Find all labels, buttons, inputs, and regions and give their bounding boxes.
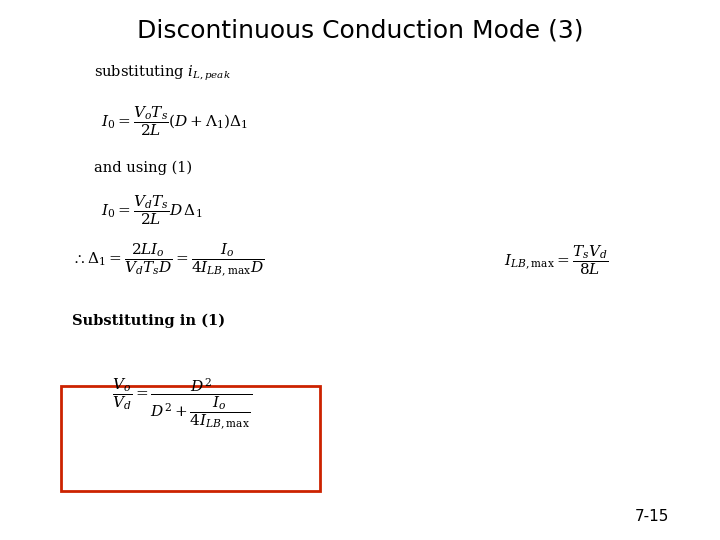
- Text: $I_0 = \dfrac{V_o T_s}{2L}(D + \Lambda_1)\Delta_1$: $I_0 = \dfrac{V_o T_s}{2L}(D + \Lambda_1…: [101, 105, 248, 138]
- Text: and using (1): and using (1): [94, 160, 192, 174]
- Text: $I_{LB,\max} = \dfrac{T_s V_d}{8L}$: $I_{LB,\max} = \dfrac{T_s V_d}{8L}$: [504, 244, 608, 277]
- Text: substituting $i_{L,peak}$: substituting $i_{L,peak}$: [94, 63, 230, 83]
- Text: 7-15: 7-15: [635, 509, 670, 524]
- Text: $I_0 = \dfrac{V_d T_s}{2L} D \, \Delta_1$: $I_0 = \dfrac{V_d T_s}{2L} D \, \Delta_1…: [101, 194, 202, 227]
- Bar: [61, 386, 320, 491]
- Text: Discontinuous Conduction Mode (3): Discontinuous Conduction Mode (3): [137, 19, 583, 43]
- Text: $\therefore \Delta_1 = \dfrac{2LI_o}{V_d T_s D} = \dfrac{I_o}{4I_{LB,\max}D}$: $\therefore \Delta_1 = \dfrac{2LI_o}{V_d…: [72, 241, 264, 279]
- Text: $\dfrac{V_o}{V_d} = \dfrac{D^2}{D^2 + \dfrac{I_o}{4I_{LB,\max}}}$: $\dfrac{V_o}{V_d} = \dfrac{D^2}{D^2 + \d…: [112, 377, 252, 433]
- Text: Substituting in (1): Substituting in (1): [72, 314, 225, 328]
